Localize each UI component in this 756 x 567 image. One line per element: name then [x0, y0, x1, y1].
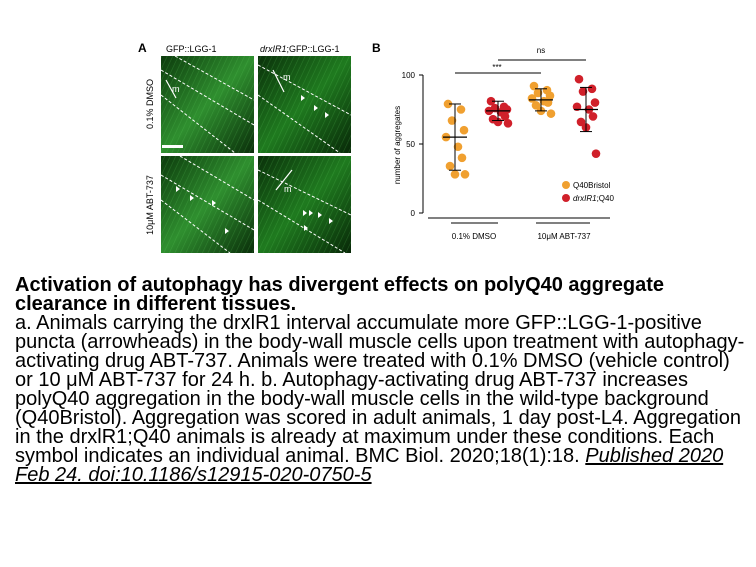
data-point — [574, 74, 584, 84]
group-label-dmso: 0.1% DMSO — [452, 232, 496, 241]
data-point — [486, 96, 496, 106]
panel-a-letter: A — [138, 41, 147, 55]
caption-body: a. Animals carrying the drxlR1 interval … — [15, 312, 745, 486]
scatter-plot — [441, 74, 601, 179]
legend: Q40Bristol drxIR1;Q40 — [562, 181, 614, 203]
data-point — [457, 153, 467, 163]
data-point — [453, 142, 463, 152]
data-point — [459, 125, 469, 135]
legend-label-q40bristol: Q40Bristol — [573, 181, 611, 190]
data-point — [503, 119, 513, 128]
arrowheads — [303, 210, 333, 231]
data-point — [546, 109, 556, 118]
data-point — [529, 81, 539, 91]
sig-label-left: *** — [492, 63, 501, 72]
y-axis-label: number of aggregates — [393, 106, 402, 184]
micrograph-abt-wt — [160, 155, 255, 254]
caption-text: a. Animals carrying the drxlR1 interval … — [15, 312, 745, 467]
row2-label: 10μM ABT-737 — [145, 175, 155, 235]
figure: A GFP::LGG-1 drxIR1;GFP::LGG-1 0.1% DMSO… — [0, 0, 756, 270]
micrograph-dmso-wt: m — [160, 55, 255, 154]
data-point — [447, 116, 457, 125]
data-point — [587, 84, 597, 94]
legend-label-drxir1: drxIR1;Q40 — [573, 194, 614, 203]
y-tick-label: 0 — [411, 209, 416, 218]
legend-marker-drxir1 — [562, 194, 570, 202]
data-point — [591, 149, 601, 158]
data-point — [443, 99, 453, 109]
muscle-label: m — [283, 72, 291, 82]
caption-title: Activation of autophagy has divergent ef… — [15, 274, 665, 315]
data-point — [576, 117, 586, 127]
col1-label: GFP::LGG-1 — [166, 44, 217, 54]
row1-label: 0.1% DMSO — [145, 79, 155, 129]
figure-caption: Activation of autophagy has divergent ef… — [15, 274, 745, 486]
data-point — [450, 170, 460, 179]
data-point — [545, 91, 555, 100]
sig-label-right: ns — [537, 46, 545, 55]
data-point — [543, 98, 553, 107]
data-point — [578, 87, 588, 96]
data-point — [445, 161, 455, 171]
muscle-label: m — [284, 184, 292, 194]
y-tick-label: 50 — [406, 140, 415, 149]
legend-marker-q40bristol — [562, 181, 570, 189]
y-tick-label: 100 — [402, 71, 416, 80]
data-point — [460, 170, 470, 179]
panel-b-letter: B — [372, 41, 381, 55]
data-point — [456, 105, 466, 114]
col2-label: drxIR1;GFP::LGG-1 — [260, 44, 340, 54]
muscle-label: m — [172, 84, 180, 94]
y-ticks: 0 50 100 — [402, 71, 423, 218]
data-point — [531, 101, 541, 110]
data-point — [590, 98, 600, 107]
data-point — [588, 112, 598, 121]
figure-svg: A GFP::LGG-1 drxIR1;GFP::LGG-1 0.1% DMSO… — [138, 41, 614, 254]
group-label-abt: 10μM ABT-737 — [537, 232, 591, 241]
data-point — [572, 102, 582, 112]
data-point — [527, 94, 537, 103]
data-point — [533, 88, 543, 98]
arrowheads — [301, 95, 329, 118]
micrograph-abt-drxir1: m — [257, 156, 352, 254]
data-point — [493, 117, 503, 127]
caption-doi-link[interactable]: Published 2020 Feb 24. doi:10.1186/s1291… — [15, 445, 724, 486]
micrograph-dmso-drxir1: m — [257, 56, 352, 154]
data-point — [500, 112, 510, 121]
